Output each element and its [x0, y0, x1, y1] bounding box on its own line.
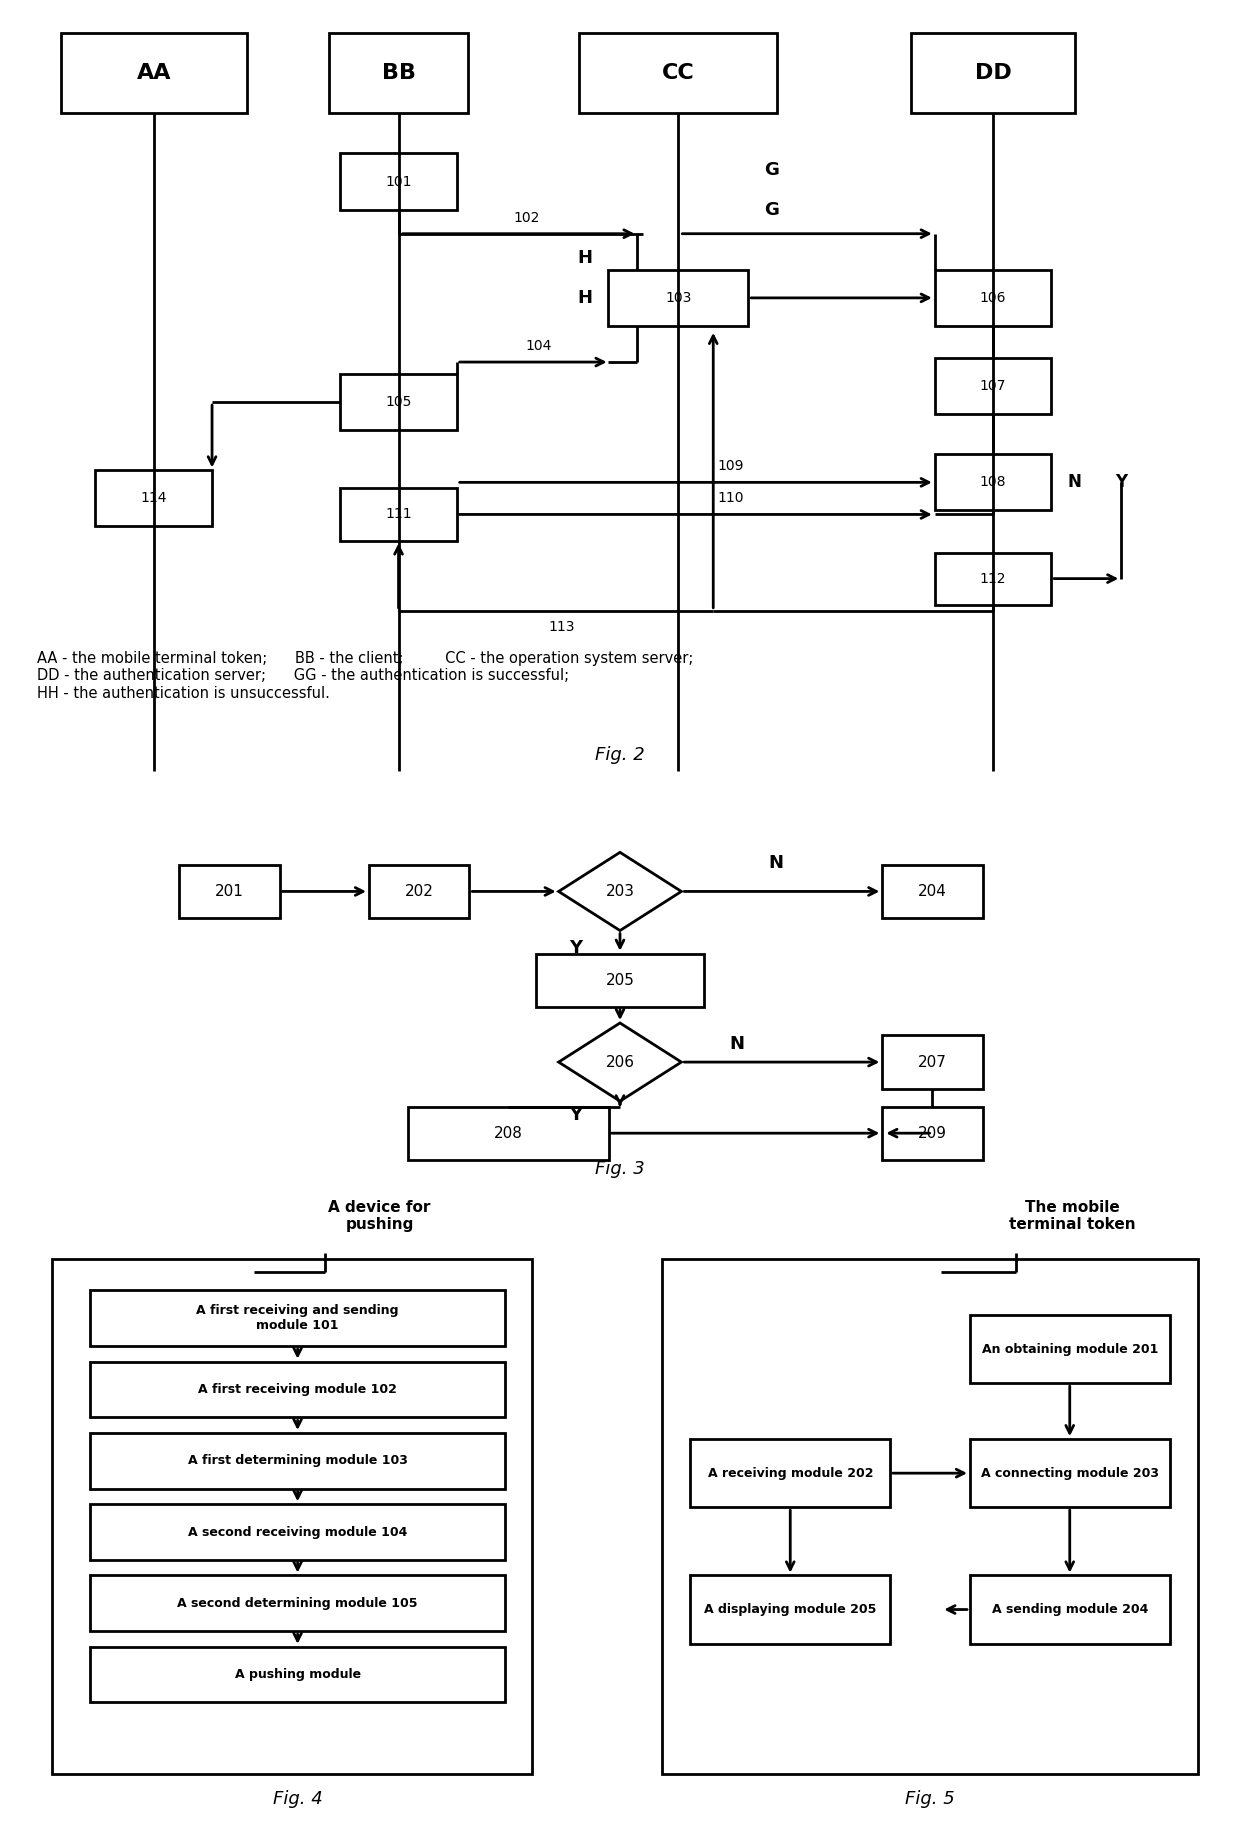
Text: 209: 209: [918, 1125, 947, 1141]
Text: A displaying module 205: A displaying module 205: [704, 1602, 877, 1615]
Bar: [329, 33, 469, 113]
Text: Fig. 3: Fig. 3: [595, 1159, 645, 1178]
Text: Y: Y: [569, 939, 582, 957]
Text: 106: 106: [980, 292, 1006, 304]
Text: BB: BB: [382, 64, 415, 84]
Text: A connecting module 203: A connecting module 203: [981, 1468, 1158, 1480]
Text: 110: 110: [718, 492, 744, 505]
Bar: [91, 1433, 505, 1489]
Text: A second determining module 105: A second determining module 105: [177, 1597, 418, 1610]
Text: 208: 208: [494, 1125, 523, 1141]
Bar: [935, 270, 1052, 326]
Text: DD: DD: [975, 64, 1012, 84]
Text: 102: 102: [513, 211, 539, 224]
Polygon shape: [559, 853, 682, 930]
Bar: [370, 864, 469, 919]
Text: N: N: [729, 1035, 745, 1054]
Text: N: N: [769, 853, 784, 871]
Bar: [911, 33, 1075, 113]
Text: An obtaining module 201: An obtaining module 201: [982, 1344, 1158, 1356]
Text: N: N: [1068, 474, 1081, 492]
Text: A pushing module: A pushing module: [234, 1668, 361, 1681]
Text: 204: 204: [918, 884, 947, 899]
Text: 206: 206: [605, 1054, 635, 1070]
Bar: [970, 1438, 1169, 1508]
Bar: [180, 864, 280, 919]
Bar: [91, 1575, 505, 1632]
Text: A receiving module 202: A receiving module 202: [708, 1468, 873, 1480]
Text: A first receiving and sending
module 101: A first receiving and sending module 101: [196, 1303, 399, 1333]
Bar: [883, 1107, 982, 1159]
Bar: [970, 1575, 1169, 1644]
Text: 107: 107: [980, 379, 1006, 394]
Text: 203: 203: [605, 884, 635, 899]
Text: Y: Y: [569, 1107, 582, 1125]
Text: The mobile
terminal token: The mobile terminal token: [1009, 1200, 1136, 1232]
Text: 105: 105: [386, 396, 412, 408]
Bar: [691, 1438, 890, 1508]
Text: A first receiving module 102: A first receiving module 102: [198, 1384, 397, 1396]
Bar: [662, 1260, 1198, 1774]
Bar: [52, 1260, 532, 1774]
Bar: [883, 1035, 982, 1088]
Text: CC: CC: [662, 64, 694, 84]
Bar: [61, 33, 247, 113]
Text: Fig. 5: Fig. 5: [905, 1790, 955, 1808]
Bar: [579, 33, 777, 113]
Bar: [691, 1575, 890, 1644]
Bar: [536, 953, 703, 1006]
Bar: [883, 864, 982, 919]
Text: H: H: [578, 248, 593, 266]
Bar: [970, 1314, 1169, 1384]
Text: 202: 202: [404, 884, 434, 899]
Text: 109: 109: [718, 459, 744, 474]
Text: A device for
pushing: A device for pushing: [329, 1200, 430, 1232]
Text: H: H: [578, 288, 593, 306]
Text: 112: 112: [980, 572, 1006, 585]
Bar: [95, 470, 212, 527]
Bar: [91, 1291, 505, 1345]
Text: 103: 103: [665, 292, 692, 304]
Bar: [935, 454, 1052, 510]
Text: G: G: [764, 160, 779, 179]
Text: 205: 205: [605, 973, 635, 988]
Text: Fig. 2: Fig. 2: [595, 746, 645, 764]
Text: A first determining module 103: A first determining module 103: [187, 1455, 408, 1468]
Text: AA - the mobile terminal token;      BB - the client;         CC - the operation: AA - the mobile terminal token; BB - the…: [37, 651, 693, 700]
Bar: [340, 153, 456, 210]
Text: 114: 114: [140, 492, 167, 505]
Text: 207: 207: [918, 1054, 947, 1070]
Polygon shape: [559, 1023, 682, 1101]
Bar: [91, 1504, 505, 1560]
Bar: [91, 1646, 505, 1703]
Bar: [91, 1362, 505, 1418]
Text: 108: 108: [980, 476, 1006, 489]
Text: A sending module 204: A sending module 204: [992, 1602, 1148, 1615]
Text: Y: Y: [1115, 474, 1127, 492]
Text: 104: 104: [526, 339, 552, 354]
Bar: [935, 552, 1052, 605]
Text: G: G: [764, 201, 779, 219]
Text: A second receiving module 104: A second receiving module 104: [188, 1526, 407, 1539]
Text: 101: 101: [386, 175, 412, 188]
Text: 201: 201: [215, 884, 244, 899]
Text: Fig. 4: Fig. 4: [273, 1790, 322, 1808]
Bar: [408, 1107, 609, 1159]
Bar: [340, 489, 456, 540]
Bar: [609, 270, 748, 326]
Text: AA: AA: [136, 64, 171, 84]
Text: 111: 111: [386, 507, 412, 521]
Bar: [935, 357, 1052, 414]
Bar: [340, 374, 456, 430]
Text: 113: 113: [548, 620, 575, 634]
